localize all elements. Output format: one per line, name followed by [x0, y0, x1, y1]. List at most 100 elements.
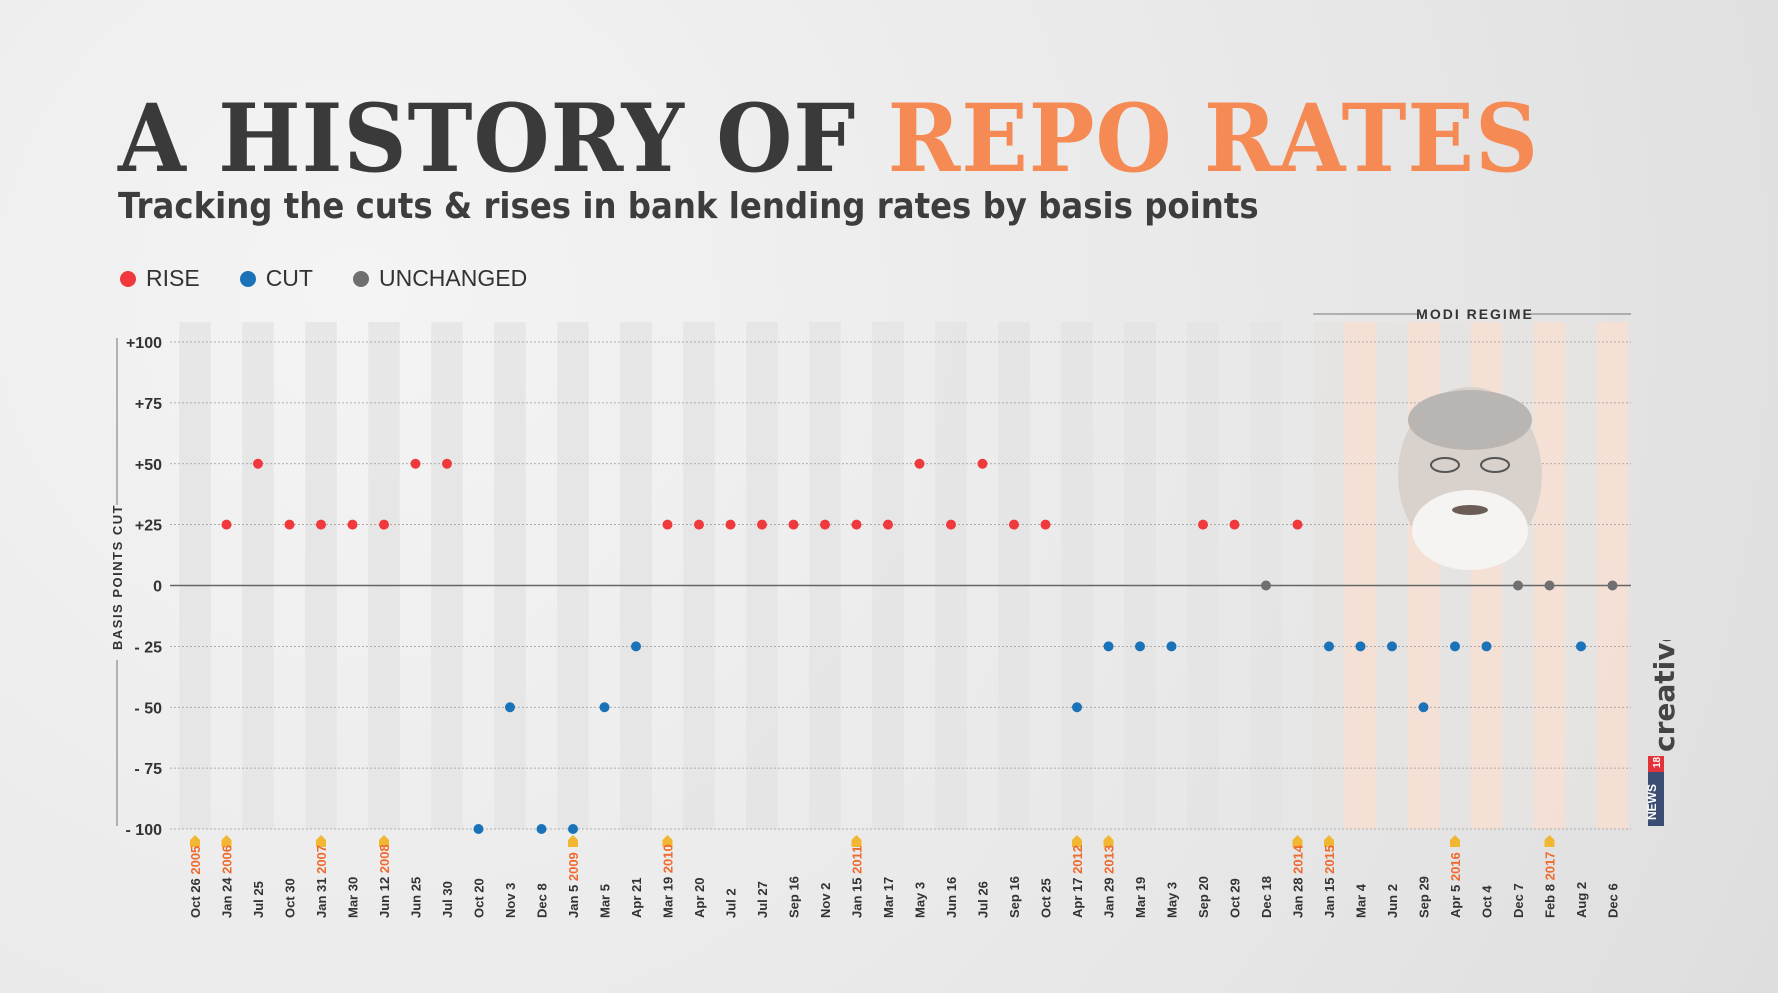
portrait-mouth	[1452, 505, 1488, 515]
y-tick-label: - 75	[134, 761, 162, 778]
x-tick-label: Jan 28 2014	[1291, 844, 1306, 918]
x-tick-date: May 3	[913, 882, 928, 918]
column-stripe	[1061, 322, 1093, 829]
column-stripe	[1187, 322, 1219, 829]
svg-text:creative: creative	[1648, 640, 1680, 752]
x-tick-label: Apr 17 2012	[1070, 845, 1085, 918]
legend-rise: RISE	[120, 265, 200, 292]
x-tick-label: Jul 30	[440, 881, 455, 918]
x-tick-label: Jul 25	[251, 881, 266, 918]
column-stripe	[1596, 322, 1629, 829]
x-tick-date: Dec 6	[1606, 883, 1621, 918]
x-tick-year: 2006	[220, 845, 235, 874]
column-stripe	[746, 322, 778, 829]
year-marker-icon	[1544, 835, 1555, 847]
column-stripe	[809, 322, 841, 829]
x-tick-label: Dec 8	[535, 883, 550, 918]
unchanged-point	[1607, 580, 1618, 591]
column-stripe	[904, 322, 936, 829]
x-tick-label: Jan 15 2011	[850, 846, 865, 918]
y-tick-label: 0	[153, 579, 162, 596]
cut-point	[1387, 641, 1397, 652]
column-stripe	[274, 322, 306, 829]
x-tick-year: 2007	[314, 845, 329, 874]
x-tick-year: 2008	[377, 844, 392, 873]
x-tick-label: Jan 29 2013	[1102, 845, 1117, 918]
x-tick-year: 2013	[1102, 845, 1117, 874]
x-tick-year: 2015	[1322, 845, 1337, 874]
x-tick-date: Jun 2	[1385, 884, 1400, 918]
column-stripe	[935, 322, 967, 829]
rise-point	[788, 519, 799, 530]
rise-point	[221, 519, 232, 530]
x-tick-label: Mar 19 2010	[661, 844, 676, 918]
x-tick-date: Nov 2	[818, 883, 833, 918]
x-tick-label: Sep 16	[787, 876, 802, 918]
column-stripe	[1344, 322, 1377, 829]
x-tick-label: Apr 5 2016	[1448, 852, 1463, 918]
x-tick-date: Sep 29	[1417, 876, 1432, 918]
column-stripe	[872, 322, 904, 829]
x-tick-label: Dec 18	[1259, 876, 1274, 918]
x-tick-date: Apr 20	[692, 878, 707, 918]
x-tick-date: Jul 25	[251, 881, 266, 918]
x-tick-year: 2012	[1070, 845, 1085, 874]
x-tick-year: 2017	[1543, 852, 1558, 881]
x-tick-date: Oct 25	[1039, 878, 1054, 918]
x-tick-label: Nov 3	[503, 883, 518, 918]
column-stripe	[841, 322, 873, 829]
page-subtitle: Tracking the cuts & rises in bank lendin…	[118, 186, 1259, 227]
cut-point	[1072, 702, 1082, 713]
x-tick-label: Jan 24 2006	[220, 845, 235, 918]
cut-point	[1450, 641, 1460, 652]
rise-point	[1229, 519, 1240, 530]
x-tick-date: Jan 24	[220, 874, 235, 918]
column-stripe	[1156, 322, 1188, 829]
year-marker-icon	[1292, 835, 1303, 847]
x-tick-date: Sep 20	[1196, 876, 1211, 918]
column-stripe	[1093, 322, 1125, 829]
x-tick-date: Mar 17	[881, 877, 896, 918]
x-tick-date: Mar 5	[598, 884, 613, 918]
x-tick-label: Nov 2	[818, 883, 833, 918]
x-tick-label: Mar 4	[1354, 883, 1369, 918]
svg-text:NEWS: NEWS	[1645, 784, 1659, 820]
year-marker-icon	[190, 835, 200, 847]
y-tick-label: - 25	[134, 639, 162, 656]
year-marker-icon	[1103, 835, 1114, 847]
x-tick-date: Jun 12	[377, 873, 392, 918]
column-stripe	[494, 322, 526, 829]
x-tick-date: Jan 28	[1291, 874, 1306, 918]
cut-point	[631, 641, 641, 652]
x-tick-label: Jan 5 2009	[566, 852, 581, 918]
x-tick-date: May 3	[1165, 882, 1180, 918]
column-stripe	[620, 322, 652, 829]
x-tick-label: Oct 20	[472, 878, 487, 918]
x-tick-label: Sep 29	[1417, 876, 1432, 918]
x-tick-label: Apr 20	[692, 878, 707, 918]
rise-point	[946, 519, 956, 530]
x-tick-date: Apr 17	[1070, 874, 1085, 918]
x-tick-label: Jan 15 2015	[1322, 845, 1337, 918]
rise-point	[253, 458, 263, 469]
x-tick-year: 2005	[188, 846, 203, 875]
x-tick-label: Mar 17	[881, 877, 896, 918]
x-tick-label: Sep 16	[1007, 876, 1022, 918]
x-tick-date: Jul 27	[755, 881, 770, 918]
column-stripe	[967, 322, 999, 829]
x-tick-label: Dec 6	[1606, 883, 1621, 918]
column-stripe	[526, 322, 558, 829]
x-tick-date: Dec 18	[1259, 876, 1274, 918]
title-accent: REPO RATES	[887, 84, 1540, 194]
rise-point	[316, 519, 326, 530]
column-stripe	[589, 322, 621, 829]
x-tick-date: Sep 16	[787, 876, 802, 918]
rise-point	[883, 519, 893, 530]
x-tick-date: Mar 19	[661, 873, 676, 918]
y-tick-label: +25	[135, 518, 162, 535]
rise-point	[379, 519, 389, 530]
legend-cut: CUT	[239, 265, 313, 292]
x-tick-date: Dec 7	[1511, 883, 1526, 918]
legend-label: CUT	[265, 265, 313, 291]
